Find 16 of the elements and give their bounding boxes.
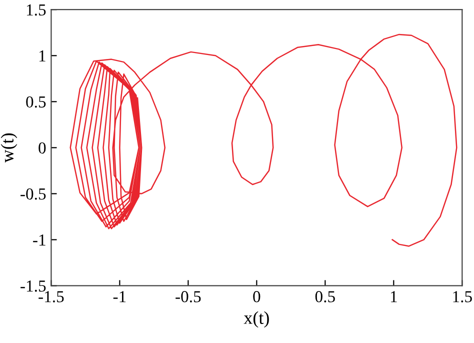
y-tick-label: -1 [33, 234, 46, 246]
x-tick-label: 0 [253, 291, 260, 302]
y-tick-label: 1 [39, 50, 46, 62]
x-tick-label: -1 [113, 291, 126, 302]
line-series [70, 34, 458, 247]
x-tick-label: 1 [390, 291, 397, 302]
y-tick-label: 0.5 [26, 96, 46, 108]
y-axis-title: w(t) [0, 133, 18, 163]
y-tick-label: 0 [38, 142, 46, 154]
x-tick-label: 1.5 [453, 291, 472, 302]
y-tick-label: 1.5 [26, 4, 46, 16]
x-tick-label: 0.5 [315, 291, 335, 302]
x-tick-label: -0.5 [176, 291, 201, 302]
y-tick-label: -1.5 [20, 280, 46, 292]
y-tick-label: -0.5 [20, 188, 46, 200]
x-axis-title: x(t) [244, 311, 269, 328]
